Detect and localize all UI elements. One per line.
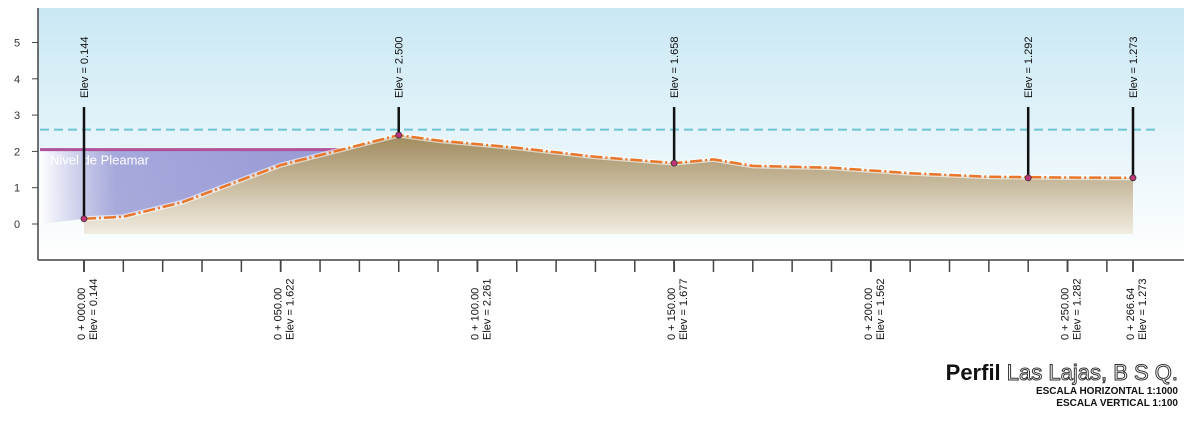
ground-fill [84,135,1133,234]
station-chainage: 0 + 266.64 [1125,288,1137,340]
y-tick-label: 4 [14,74,20,86]
elevation-marker-point [1129,174,1137,182]
y-tick-label: 2 [14,146,20,158]
elevation-marker-point [670,159,678,167]
title-block: Perfil Las Lajas, B S Q. ESCALA HORIZONT… [945,360,1179,410]
elevation-marker-point [80,215,88,223]
y-tick-label: 0 [14,219,20,231]
station-elevation: Elev = 1.273 [1137,279,1149,340]
elevation-marker-point [395,131,403,139]
terrain-profile-diagram: Nivel de Pleamar Elev = 0.144 Elev = 2.50… [14,8,1184,340]
station-elevation: Elev = 1.282 [1072,279,1084,340]
title-location: Las Lajas, B S Q. [1006,360,1178,386]
station-chainage: 0 + 050.00 [273,288,285,340]
elevation-marker-label: Elev = 1.292 [1023,37,1035,98]
station-elevation: Elev = 2.261 [481,279,493,340]
station-chainage: 0 + 000.00 [76,288,88,340]
station-chainage: 0 + 250.00 [1060,288,1072,340]
elevation-marker-label: Elev = 0.144 [79,37,91,98]
station-chainage: 0 + 200.00 [863,288,875,340]
profile-title: Perfil Las Lajas, B S Q. [945,360,1179,386]
station-label: 0 + 100.00Elev = 2.261 [469,279,493,340]
station-elevation: Elev = 1.622 [285,279,297,340]
station-label: 0 + 150.00Elev = 1.677 [666,279,690,340]
station-label: 0 + 266.64Elev = 1.273 [1125,279,1149,340]
station-elevation: Elev = 0.144 [88,279,100,340]
station-elevation: Elev = 1.562 [875,279,887,340]
elevation-marker-label: Elev = 1.273 [1128,37,1140,98]
tide-level-label: Nivel de Pleamar [50,153,150,168]
y-tick-label: 3 [14,110,20,122]
vertical-scale: ESCALA VERTICAL 1:100 [1056,398,1178,409]
elevation-marker-point [1024,174,1032,182]
elevation-marker-label: Elev = 2.500 [394,37,406,98]
station-elevation: Elev = 1.677 [678,279,690,340]
station-label: 0 + 250.00Elev = 1.282 [1060,279,1084,340]
station-label: 0 + 000.00Elev = 0.144 [76,279,100,340]
station-label: 0 + 050.00Elev = 1.622 [273,279,297,340]
y-tick-label: 5 [14,38,20,50]
elevation-marker-label: Elev = 1.658 [669,37,681,98]
station-label: 0 + 200.00Elev = 1.562 [863,279,887,340]
profile-line [83,133,1134,221]
station-chainage: 0 + 150.00 [666,288,678,340]
station-chainage: 0 + 100.00 [469,288,481,340]
y-tick-label: 1 [14,183,20,195]
horizontal-scale: ESCALA HORIZONTAL 1:1000 [1035,386,1178,397]
title-bold-word: Perfil [945,360,1001,385]
